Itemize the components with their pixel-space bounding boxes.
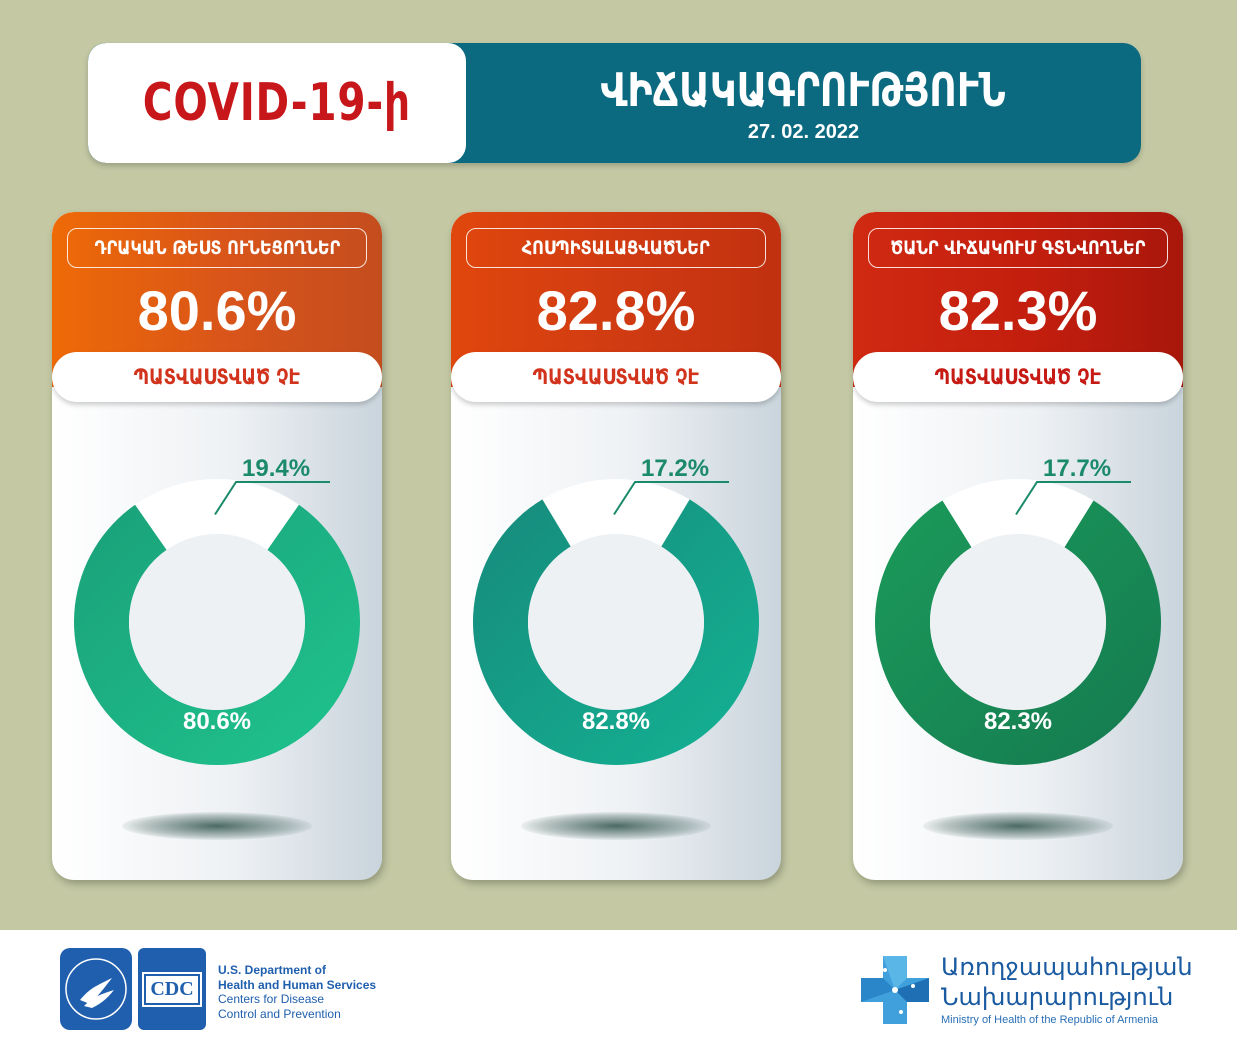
cdc-logo: CDC: [138, 948, 206, 1030]
donut-inner-circle: [129, 534, 305, 710]
donut-shadow: [521, 812, 711, 840]
hhs-cdc-text: U.S. Department of Health and Human Serv…: [218, 963, 377, 1021]
unvaccinated-percent-label: 82.8%: [582, 708, 650, 735]
page-title: ՎԻՃԱԿԱԳՐՈՒԹՅՈՒՆ: [600, 62, 1007, 117]
category-label: ՀՈՍՊԻՏԱԼԱՑՎԱԾՆԵՐ: [466, 228, 766, 268]
unvaccinated-percent-label: 80.6%: [183, 708, 251, 735]
donut-inner-circle: [930, 534, 1106, 710]
big-percentage: 80.6%: [137, 279, 297, 342]
donut-unvaccinated-segment: [473, 499, 759, 765]
donut-chart: 17.2% 82.8%: [473, 455, 759, 765]
card-positive-tests: ԴՐԱԿԱՆ ԹԵՍՏ ՈՒՆԵՑՈՂՆԵՐ 80.6% ՊԱՏՎԱՍՏՎԱԾ …: [52, 212, 382, 880]
category-label: ԾԱՆՐ ՎԻՃԱԿՈՒՄ ԳՏՆՎՈՂՆԵՐ: [868, 228, 1168, 268]
donut-vaccinated-segment: [135, 479, 299, 550]
donut-shadow: [923, 812, 1113, 840]
vaccinated-percent-label: 17.2%: [641, 455, 709, 482]
card-severe-condition: ԾԱՆՐ ՎԻՃԱԿՈՒՄ ԳՏՆՎՈՂՆԵՐ 82.3% ՊԱՏՎԱՍՏՎԱԾ…: [853, 212, 1183, 880]
donut-chart: 17.7% 82.3%: [875, 455, 1161, 765]
unvaccinated-percent-label: 82.3%: [984, 708, 1052, 735]
leader-line: [613, 481, 729, 516]
card-hospitalized: ՀՈՍՊԻՏԱԼԱՑՎԱԾՆԵՐ 82.8% ՊԱՏՎԱՍՏՎԱԾ ՉԷ 17.…: [451, 212, 781, 880]
leader-line: [214, 481, 330, 516]
donut-shadow: [122, 812, 312, 840]
hhs-seal-logo: [60, 948, 132, 1030]
leader-line: [1015, 481, 1131, 516]
ministry-cross-logo: [861, 956, 929, 1024]
category-label: ԴՐԱԿԱՆ ԹԵՍՏ ՈՒՆԵՑՈՂՆԵՐ: [67, 228, 367, 268]
status-pill: ՊԱՏՎԱՍՏՎԱԾ ՉԷ: [451, 352, 781, 402]
big-percentage: 82.8%: [536, 279, 696, 342]
ministry-text: Առողջապահության Նախարարություն Ministry …: [941, 953, 1193, 1026]
title-block: ՎԻՃԱԿԱԳՐՈՒԹՅՈՒՆ 27. 02. 2022: [466, 43, 1141, 163]
vaccinated-percent-label: 17.7%: [1043, 455, 1111, 482]
footer: CDC U.S. Department of Health and Human …: [0, 930, 1237, 1046]
status-pill: ՊԱՏՎԱՍՏՎԱԾ ՉԷ: [853, 352, 1183, 402]
big-percentage: 82.3%: [938, 279, 1098, 342]
covid-label-box: COVID-19-ի: [88, 43, 466, 163]
donut-unvaccinated-segment: [73, 504, 360, 765]
report-date: 27. 02. 2022: [747, 120, 860, 143]
donut-inner-circle: [528, 534, 704, 710]
vaccinated-percent-label: 19.4%: [242, 455, 310, 482]
header-banner: COVID-19-ի ՎԻՃԱԿԱԳՐՈՒԹՅՈՒՆ 27. 02. 2022: [88, 43, 1141, 163]
status-pill: ՊԱՏՎԱՍՏՎԱԾ ՉԷ: [52, 352, 382, 402]
donut-unvaccinated-segment: [875, 500, 1161, 765]
covid-label: COVID-19-ի: [142, 73, 412, 133]
donut-chart: 19.4% 80.6%: [73, 455, 360, 765]
